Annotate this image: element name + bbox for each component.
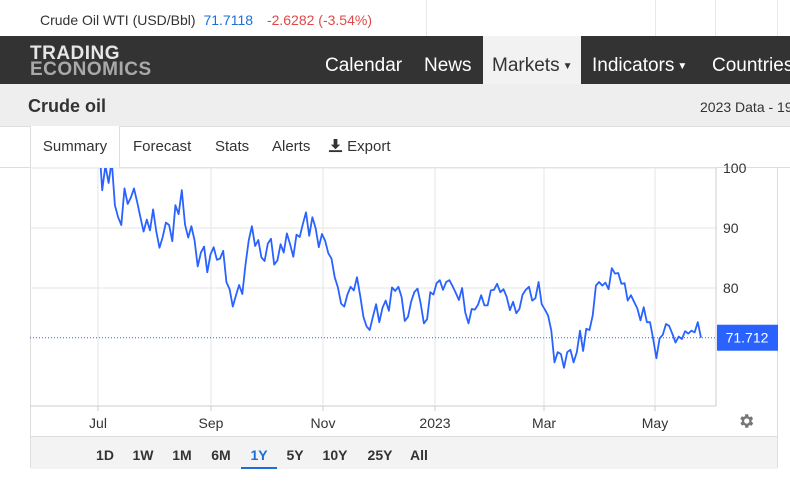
x-tick-label: May — [642, 415, 668, 431]
range-5y[interactable]: 5Y — [286, 447, 304, 463]
ticker-divider — [777, 0, 778, 36]
ticker-price: 71.7118 — [203, 12, 254, 28]
ticker-bar: Crude Oil WTI (USD/Bbl) 71.7118 -2.6282 … — [0, 0, 790, 36]
ticker-change: -2.6282 (-3.54%) — [266, 12, 372, 28]
tab-stats[interactable]: Stats — [215, 138, 250, 155]
export-icon — [328, 138, 343, 153]
x-tick-label: Mar — [532, 415, 556, 431]
caret-down-icon: ▼ — [677, 61, 688, 72]
ticker-quote[interactable]: Crude Oil WTI (USD/Bbl) 71.7118 -2.6282 … — [40, 12, 372, 28]
range-selector: 1D 1W 1M 6M 1Y 5Y 10Y 25Y All — [31, 436, 777, 469]
range-10y[interactable]: 10Y — [322, 447, 348, 463]
nav-calendar[interactable]: Calendar — [325, 55, 403, 76]
nav-markets[interactable]: Markets ▼ — [483, 36, 582, 84]
last-value-label: 71.712 — [726, 330, 769, 346]
range-1w[interactable]: 1W — [132, 447, 154, 463]
nav-news[interactable]: News — [424, 55, 472, 76]
range-all[interactable]: All — [410, 447, 428, 463]
x-tick-label: 2023 — [419, 415, 450, 431]
series-line — [99, 168, 702, 369]
caret-down-icon: ▼ — [562, 61, 573, 72]
nav-indicators[interactable]: Indicators ▼ — [592, 36, 687, 84]
range-25y[interactable]: 25Y — [367, 447, 393, 463]
x-tick-label: Sep — [199, 415, 224, 431]
ticker-divider — [655, 0, 656, 36]
nav-indicators-label: Indicators — [592, 55, 675, 76]
tab-summary[interactable]: Summary — [30, 126, 120, 168]
ticker-name: Crude Oil WTI (USD/Bbl) — [40, 12, 196, 28]
nav-countries[interactable]: Countries — [712, 55, 790, 76]
tab-export-label: Export — [347, 138, 391, 155]
y-tick-label: 90 — [723, 220, 739, 236]
range-1y[interactable]: 1Y — [241, 437, 277, 469]
logo-line-1: TRADING — [30, 43, 121, 64]
range-1d[interactable]: 1D — [96, 447, 114, 463]
y-tick-label: 80 — [723, 280, 739, 296]
tab-alerts[interactable]: Alerts — [272, 138, 311, 155]
x-tick-label: Jul — [89, 415, 107, 431]
logo-line-2: ECONOMICS — [30, 59, 152, 80]
last-value-badge — [717, 324, 778, 351]
nav-markets-label: Markets — [492, 55, 560, 76]
page-title: Crude oil — [28, 96, 107, 116]
ticker-divider — [426, 0, 427, 36]
data-period-label: 2023 Data - 19 — [700, 99, 790, 115]
range-1m[interactable]: 1M — [172, 447, 192, 463]
range-6m[interactable]: 6M — [211, 447, 231, 463]
x-tick-label: Nov — [311, 415, 336, 431]
gear-icon[interactable] — [737, 412, 755, 430]
page-header: Crude oil 2023 Data - 19 — [0, 84, 790, 127]
tab-forecast[interactable]: Forecast — [133, 138, 192, 155]
ticker-divider — [715, 0, 716, 36]
trading-economics-logo[interactable]: TRADING ECONOMICS — [30, 43, 152, 80]
y-tick-label: 100 — [723, 160, 747, 176]
tab-export[interactable]: Export — [328, 126, 391, 168]
plot-area: 80 90 100 Jul Sep Nov 2023 Mar May 71.712 — [30, 160, 778, 431]
top-navbar: TRADING ECONOMICS Calendar News Markets ▼… — [0, 36, 790, 84]
